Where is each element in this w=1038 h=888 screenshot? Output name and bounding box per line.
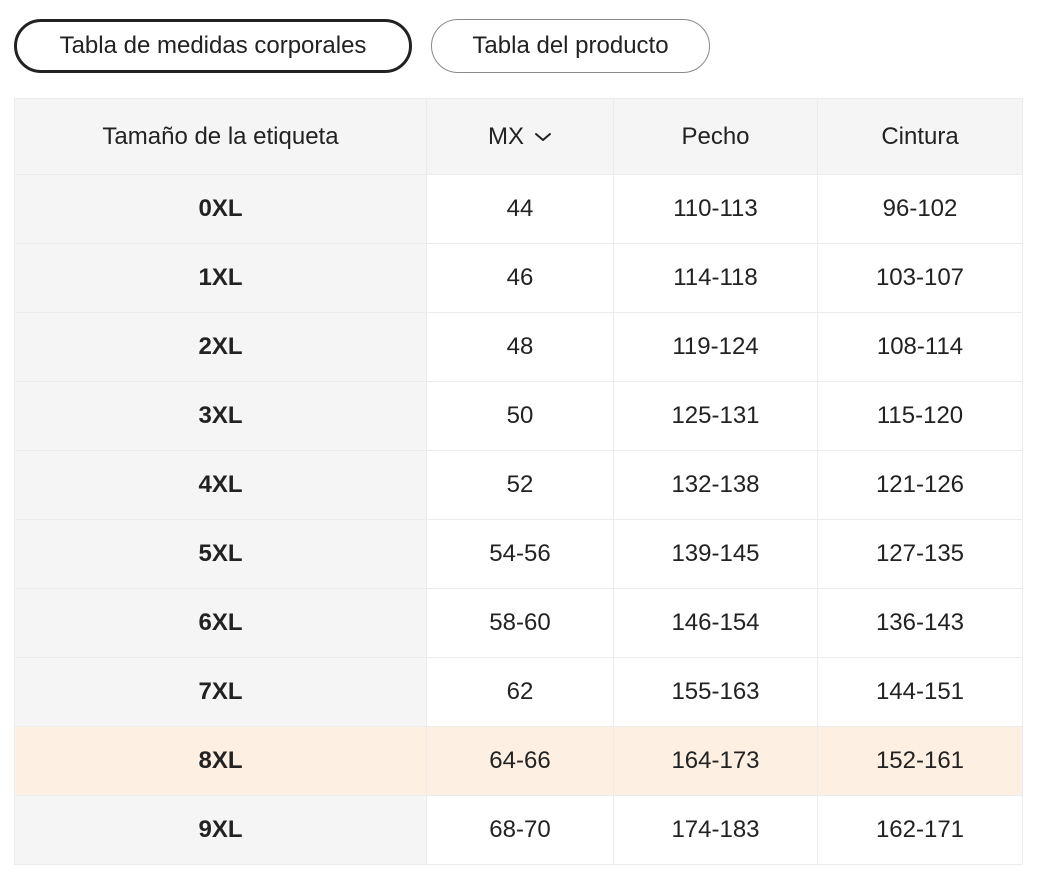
cell-tag-size: 5XL	[14, 519, 427, 589]
cell-tag-size: 8XL	[14, 726, 427, 796]
cell-chest: 119-124	[613, 312, 818, 382]
table-row: 0XL 44 110-113 96-102	[14, 174, 1023, 244]
cell-waist: 136-143	[817, 588, 1023, 658]
table-row: 1XL 46 114-118 103-107	[14, 243, 1023, 313]
cell-tag-size: 3XL	[14, 381, 427, 451]
cell-mx: 50	[426, 381, 614, 451]
header-chest: Pecho	[613, 98, 818, 175]
table-row: 6XL 58-60 146-154 136-143	[14, 588, 1023, 658]
cell-mx: 52	[426, 450, 614, 520]
cell-waist: 162-171	[817, 795, 1023, 865]
table-row: 5XL 54-56 139-145 127-135	[14, 519, 1023, 589]
table-row: 4XL 52 132-138 121-126	[14, 450, 1023, 520]
cell-tag-size: 6XL	[14, 588, 427, 658]
cell-chest: 155-163	[613, 657, 818, 727]
region-label: MX	[488, 122, 524, 150]
cell-tag-size: 4XL	[14, 450, 427, 520]
cell-waist: 127-135	[817, 519, 1023, 589]
cell-mx: 46	[426, 243, 614, 313]
cell-mx: 62	[426, 657, 614, 727]
header-waist: Cintura	[817, 98, 1023, 175]
size-chart-tabs: Tabla de medidas corporales Tabla del pr…	[14, 19, 710, 73]
cell-mx: 48	[426, 312, 614, 382]
size-table: Tamaño de la etiqueta MX Pecho Cintura 0…	[14, 98, 1023, 865]
cell-mx: 68-70	[426, 795, 614, 865]
cell-waist: 108-114	[817, 312, 1023, 382]
header-tag-size: Tamaño de la etiqueta	[14, 98, 427, 175]
cell-waist: 103-107	[817, 243, 1023, 313]
cell-tag-size: 9XL	[14, 795, 427, 865]
cell-mx: 64-66	[426, 726, 614, 796]
table-row: 3XL 50 125-131 115-120	[14, 381, 1023, 451]
cell-mx: 58-60	[426, 588, 614, 658]
cell-waist: 96-102	[817, 174, 1023, 244]
chevron-down-icon	[535, 132, 551, 141]
table-row: 8XL 64-66 164-173 152-161	[14, 726, 1023, 796]
cell-chest: 114-118	[613, 243, 818, 313]
table-row: 7XL 62 155-163 144-151	[14, 657, 1023, 727]
cell-waist: 121-126	[817, 450, 1023, 520]
tab-body-measurements[interactable]: Tabla de medidas corporales	[14, 19, 412, 73]
cell-tag-size: 0XL	[14, 174, 427, 244]
table-row: 2XL 48 119-124 108-114	[14, 312, 1023, 382]
cell-chest: 132-138	[613, 450, 818, 520]
cell-tag-size: 2XL	[14, 312, 427, 382]
cell-chest: 110-113	[613, 174, 818, 244]
tab-product-measurements[interactable]: Tabla del producto	[431, 19, 710, 73]
table-header-row: Tamaño de la etiqueta MX Pecho Cintura	[14, 98, 1023, 175]
cell-tag-size: 1XL	[14, 243, 427, 313]
table-row: 9XL 68-70 174-183 162-171	[14, 795, 1023, 865]
cell-chest: 174-183	[613, 795, 818, 865]
cell-tag-size: 7XL	[14, 657, 427, 727]
cell-mx: 44	[426, 174, 614, 244]
cell-chest: 139-145	[613, 519, 818, 589]
cell-waist: 115-120	[817, 381, 1023, 451]
cell-chest: 164-173	[613, 726, 818, 796]
header-region-selector[interactable]: MX	[426, 98, 614, 175]
cell-chest: 146-154	[613, 588, 818, 658]
cell-chest: 125-131	[613, 381, 818, 451]
cell-mx: 54-56	[426, 519, 614, 589]
cell-waist: 152-161	[817, 726, 1023, 796]
cell-waist: 144-151	[817, 657, 1023, 727]
region-dropdown[interactable]: MX	[488, 123, 552, 151]
